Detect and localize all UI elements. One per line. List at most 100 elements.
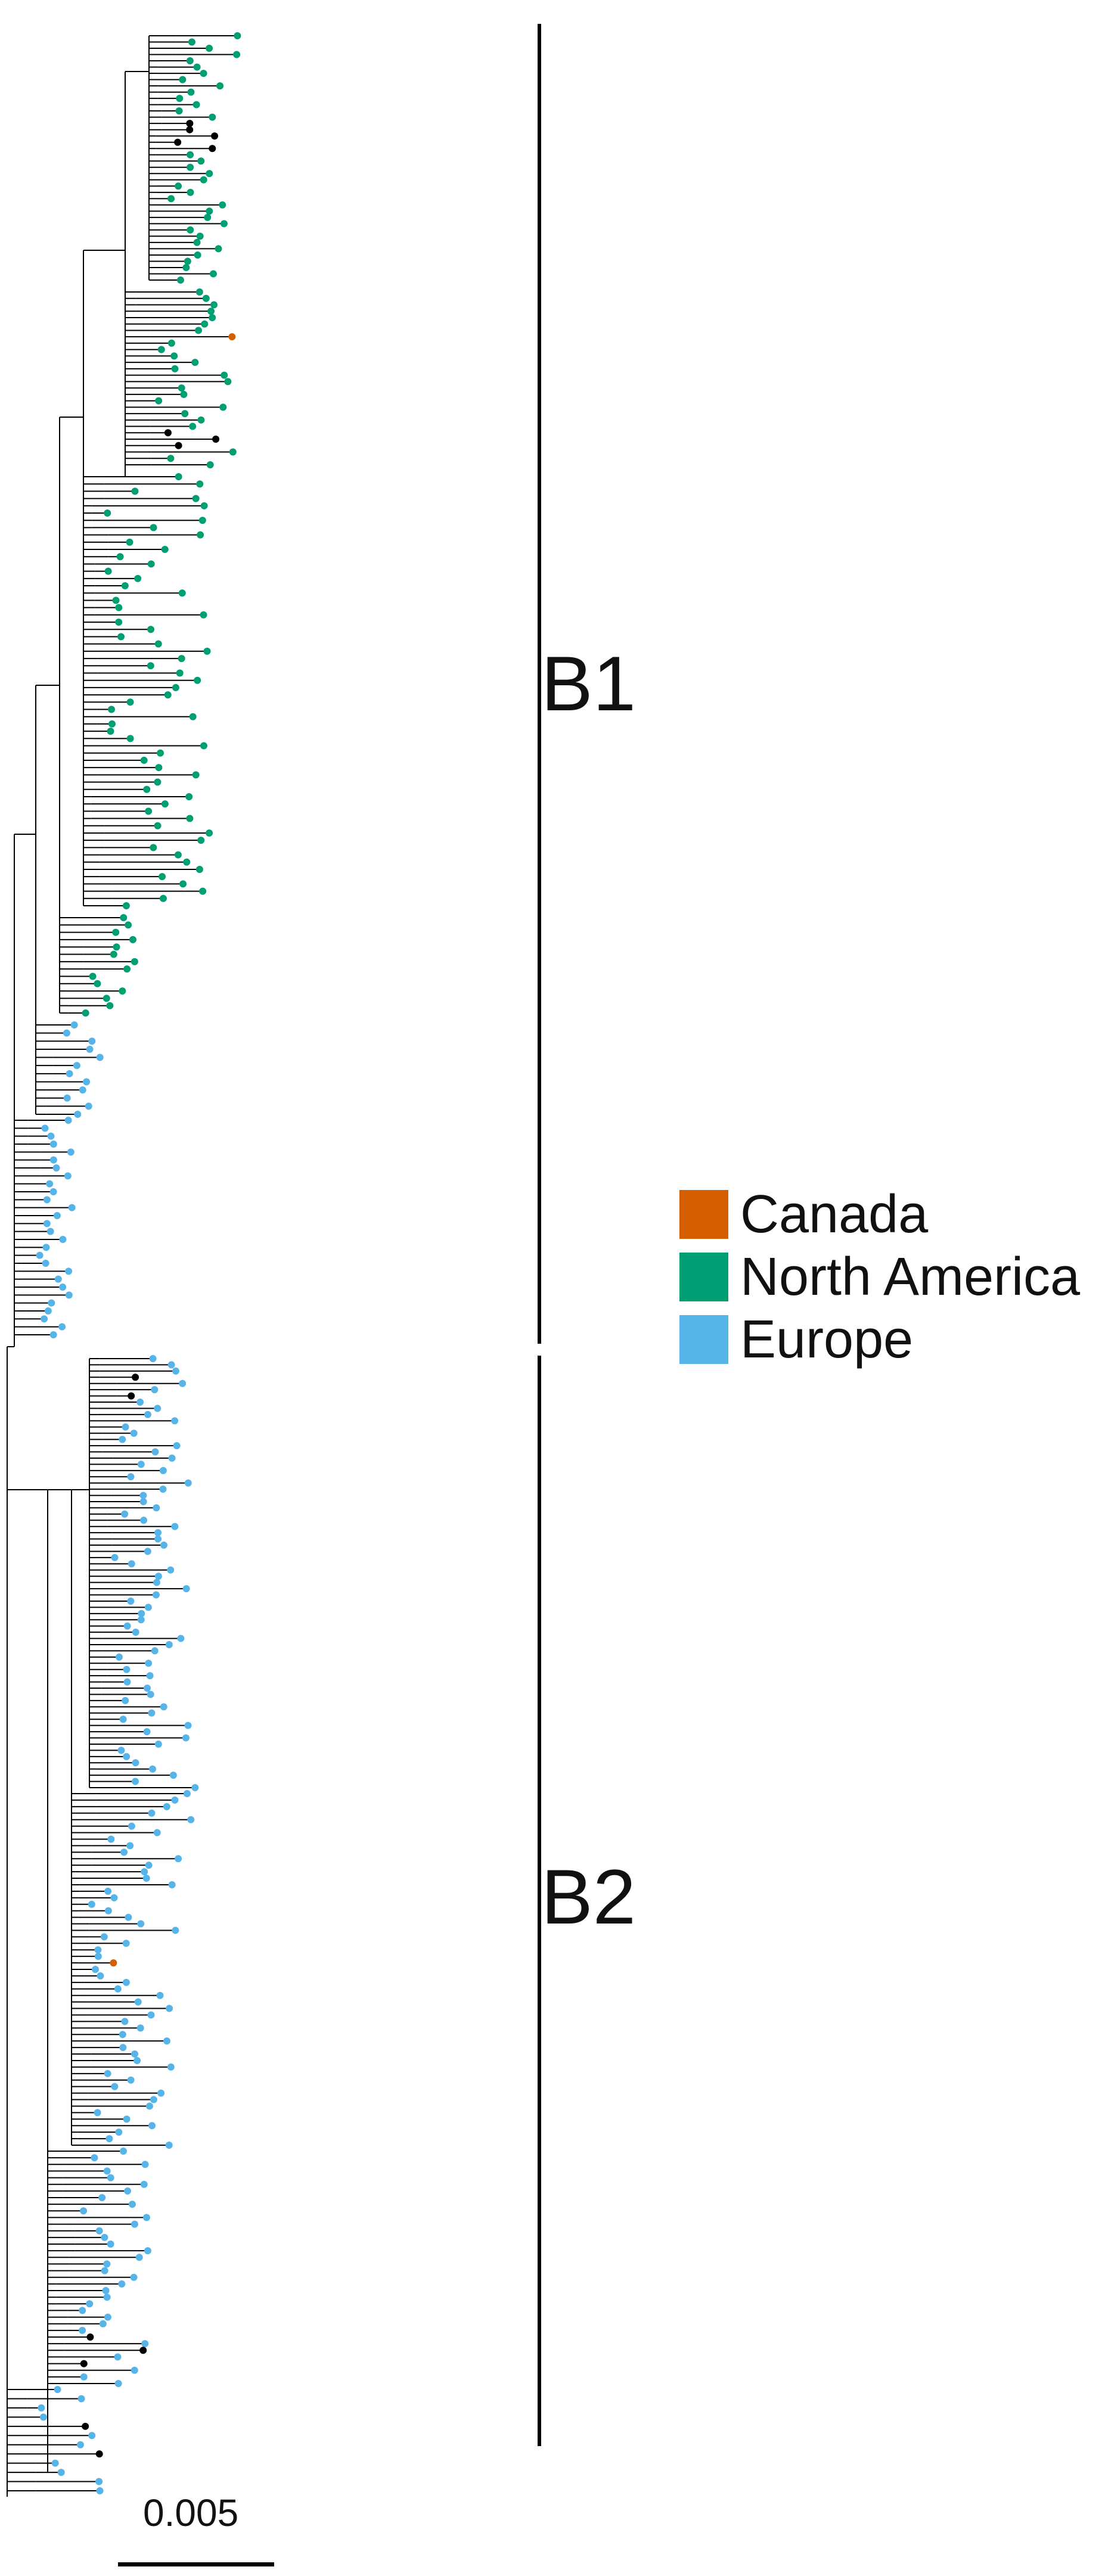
tree-tip: [136, 2024, 144, 2032]
tree-tip: [233, 51, 241, 58]
tree-tip: [206, 461, 214, 468]
tree-tip: [150, 844, 157, 852]
tree-tip: [110, 950, 117, 958]
tree-tip: [154, 1529, 162, 1537]
tree-tip: [117, 633, 125, 641]
tree-tip: [200, 176, 207, 184]
tree-tip: [119, 1435, 126, 1443]
tree-tip: [144, 2247, 151, 2255]
tree-tip: [80, 2373, 88, 2381]
tree-tip: [151, 1448, 159, 1456]
tree-tip: [186, 815, 194, 822]
tree-tip: [82, 1009, 89, 1017]
clade-label-b2: B2: [541, 1853, 637, 1940]
tree-tip: [140, 2180, 148, 2188]
tree-tip: [144, 1604, 152, 1611]
tree-tip: [183, 1790, 191, 1797]
scale-bar-label: 0.005: [143, 2491, 239, 2534]
tree-tip: [167, 1566, 175, 1574]
tree-tip: [182, 263, 190, 271]
tree-tip: [113, 943, 120, 951]
tree-tip: [104, 1887, 112, 1895]
tree-tip: [89, 972, 97, 980]
tree-tip: [102, 2287, 110, 2294]
tree-tip: [67, 1148, 74, 1156]
tree-tip: [119, 2044, 127, 2052]
tree-tip: [64, 1172, 72, 1180]
tree-tip: [139, 1491, 147, 1499]
tree-tip: [187, 151, 194, 159]
tree-tip: [186, 120, 194, 128]
tree-tip: [98, 2194, 106, 2201]
tree-tip: [92, 1966, 100, 1973]
tree-tip: [178, 589, 186, 597]
tree-tip: [97, 1972, 104, 1980]
tree-tip: [175, 107, 183, 115]
tree-tip: [159, 1466, 167, 1474]
tree-tip: [112, 928, 120, 936]
tree-tip: [167, 339, 175, 347]
tree-tip: [216, 82, 224, 90]
tree-tip: [119, 2031, 126, 2039]
tree-tip: [164, 691, 172, 699]
tree-tip: [123, 2115, 131, 2123]
tree-tip: [79, 2307, 86, 2314]
tree-tip: [209, 145, 216, 153]
legend-item-north-america: North America: [679, 1245, 1080, 1308]
tree-tip: [130, 2273, 138, 2281]
tree-tip: [154, 1740, 162, 1748]
tree-tip: [74, 1111, 82, 1118]
tree-tip: [137, 1461, 145, 1468]
tree-tip: [145, 1660, 153, 1667]
tree-tip: [192, 495, 200, 502]
tree-tip: [212, 436, 220, 443]
tree-tip: [47, 1132, 55, 1140]
tree-tip: [94, 980, 101, 987]
tree-tip: [206, 207, 213, 215]
tree-tip: [172, 1926, 179, 1934]
tree-tip: [65, 1291, 73, 1299]
tree-tip: [57, 2469, 65, 2476]
tree-tip: [104, 509, 111, 517]
tree-tip: [179, 1379, 187, 1387]
tree-tip: [91, 2154, 98, 2162]
tree-tip: [157, 2089, 165, 2097]
legend: Canada North America Europe: [679, 1183, 1080, 1371]
tree-tip: [115, 1653, 123, 1661]
tree-tip: [149, 1355, 157, 1362]
tree-tip: [123, 1622, 131, 1630]
tree-tip: [188, 38, 195, 46]
tree-tip: [128, 2201, 136, 2208]
tree-tip: [43, 1220, 51, 1228]
tree-tip: [132, 1759, 139, 1767]
tree-tip: [139, 2347, 147, 2354]
tree-tip: [99, 2320, 107, 2328]
tree-tip: [104, 2069, 111, 2077]
tree-tip: [94, 1953, 102, 1960]
tree-tip: [103, 2260, 111, 2268]
tree-tip: [104, 1907, 112, 1915]
tree-tip: [201, 320, 209, 328]
tree-tip: [94, 1946, 102, 1954]
tree-tip: [219, 201, 226, 209]
tree-tip: [115, 619, 123, 626]
tree-tip: [152, 1591, 160, 1599]
tree-tip: [64, 1117, 72, 1124]
tree-tip: [125, 921, 132, 929]
tree-tip: [114, 1985, 122, 1993]
tree-tip: [145, 2102, 153, 2110]
tree-tip: [82, 2422, 89, 2430]
tree-tip: [128, 1392, 135, 1400]
tree-tip: [199, 887, 207, 895]
tree-tip: [131, 487, 139, 495]
tree-tip: [159, 1486, 167, 1493]
tree-tip: [44, 1307, 52, 1315]
tree-tip: [184, 1722, 192, 1729]
tree-tip: [135, 2254, 143, 2261]
tree-tip: [132, 1778, 139, 1785]
tree-tip: [54, 2386, 61, 2393]
tree-tip: [94, 2109, 101, 2117]
tree-tip: [101, 2267, 108, 2274]
tree-tip: [148, 1709, 156, 1717]
tree-tip: [142, 1875, 150, 1882]
